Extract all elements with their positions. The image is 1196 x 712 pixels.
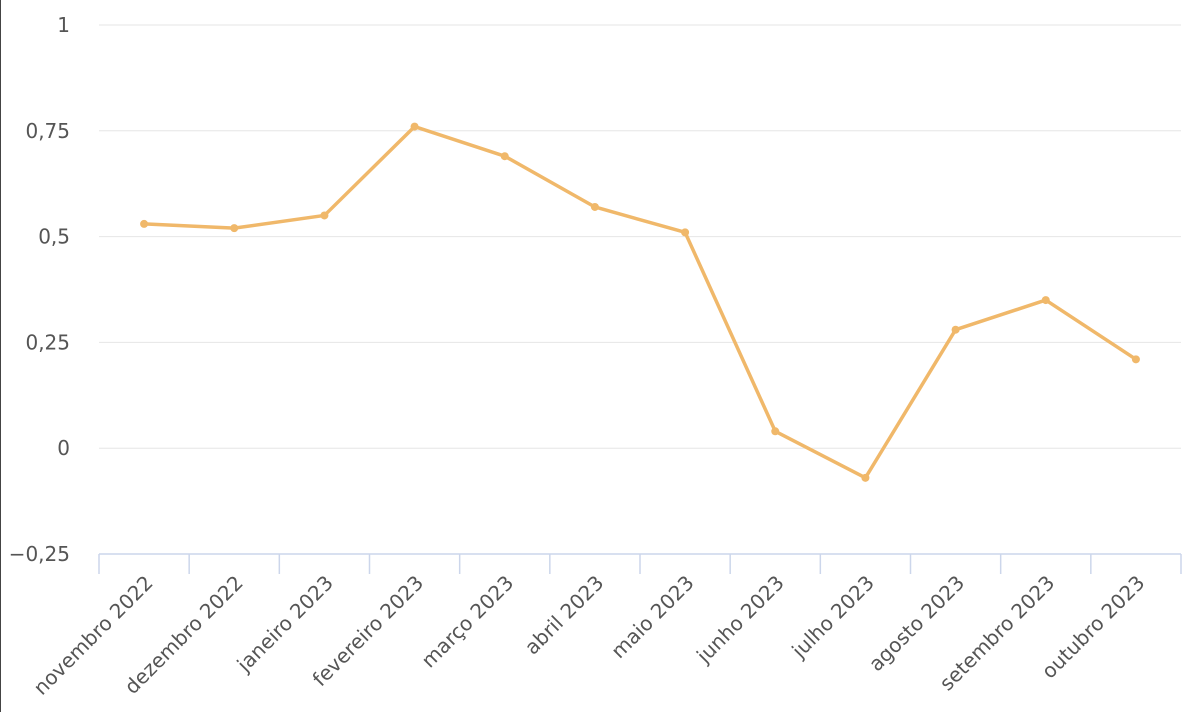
data-point[interactable]	[1041, 296, 1050, 305]
x-tick-label: abril 2023	[520, 571, 609, 660]
data-point[interactable]	[951, 325, 960, 334]
x-tick-label: maio 2023	[606, 571, 698, 663]
y-axis: −0,25 0 0,25 0,5 0,75 1	[9, 13, 70, 566]
y-tick-label: 1	[57, 13, 70, 37]
data-point[interactable]	[500, 152, 509, 161]
y-tick-label: 0,75	[25, 119, 70, 143]
series-line	[142, 124, 1138, 480]
x-tick-label: junho 2023	[691, 571, 789, 669]
data-point[interactable]	[1131, 355, 1140, 364]
data-point[interactable]	[590, 202, 599, 211]
left-edge-border	[0, 0, 1, 712]
grid-lines	[99, 24, 1181, 449]
y-tick-label: 0,25	[25, 330, 70, 354]
series-layer	[140, 122, 1140, 482]
data-point[interactable]	[410, 122, 419, 131]
x-tick-label: julho 2023	[786, 571, 879, 664]
data-point[interactable]	[771, 427, 780, 436]
data-point[interactable]	[681, 228, 690, 237]
data-point[interactable]	[230, 224, 239, 233]
data-point[interactable]	[140, 219, 149, 228]
data-point[interactable]	[861, 473, 870, 482]
x-tick-label: março 2023	[416, 571, 518, 673]
data-point[interactable]	[320, 211, 329, 220]
y-tick-label: 0,5	[38, 225, 70, 249]
y-tick-label: 0	[57, 436, 70, 460]
y-tick-label: −0,25	[9, 542, 70, 566]
